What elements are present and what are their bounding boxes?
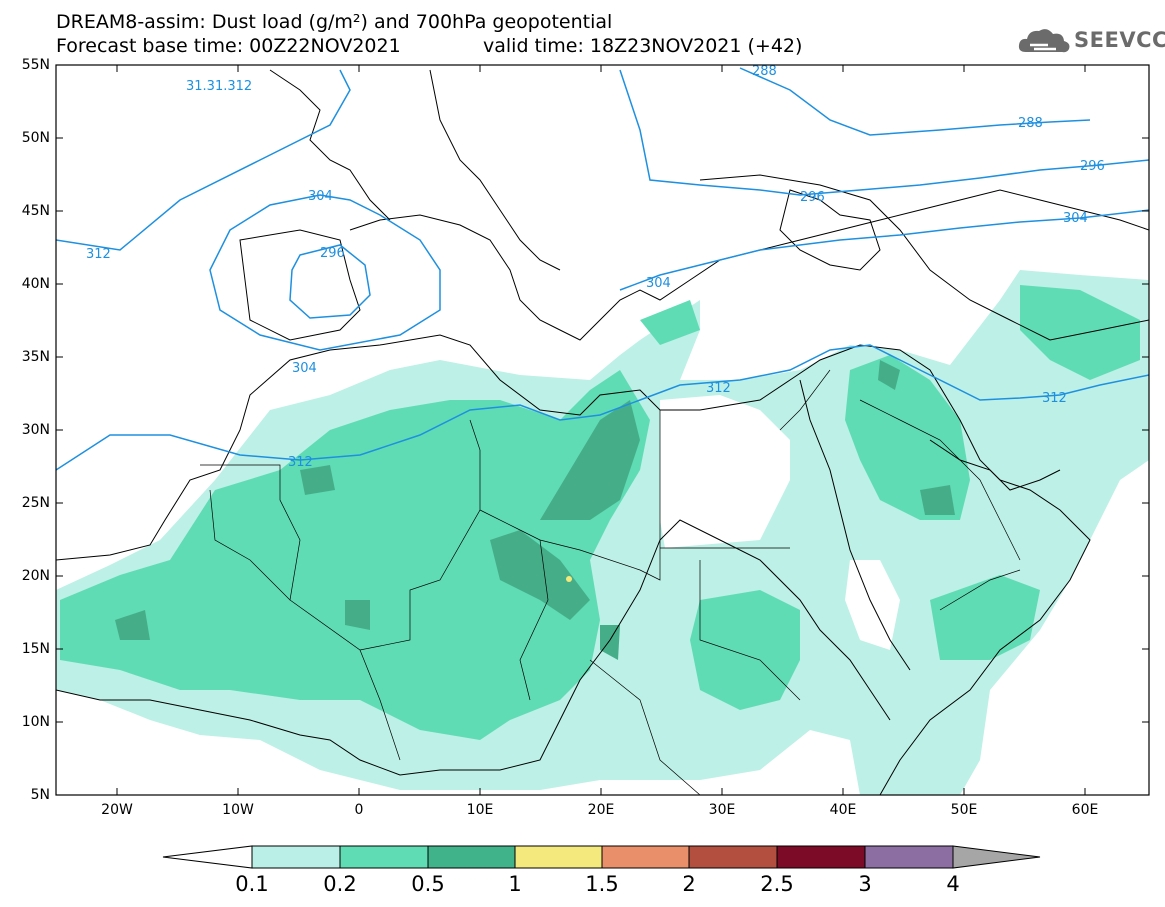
colorbar-label: 3 bbox=[858, 872, 872, 896]
contour-288 bbox=[739, 67, 1091, 136]
contour-label: 31.31.312 bbox=[186, 79, 252, 94]
dust-contour-dark bbox=[345, 600, 370, 630]
coastlines bbox=[56, 69, 1149, 795]
dust-max-point bbox=[566, 576, 572, 582]
lat-label: 15N bbox=[21, 641, 50, 657]
lon-label: 10W bbox=[222, 802, 254, 818]
dust-contour-dark bbox=[490, 530, 590, 620]
colorbar-bin bbox=[688, 845, 778, 869]
contour-label: 296 bbox=[1080, 159, 1105, 174]
colorbar-label: 2.5 bbox=[760, 872, 794, 896]
colorbar-label: 1 bbox=[508, 872, 522, 896]
contour-label: 312 bbox=[706, 381, 731, 396]
dust-contour-mid bbox=[930, 575, 1040, 660]
dust-contour-dark bbox=[920, 485, 955, 515]
forecast-base-time: Forecast base time: 00Z22NOV2021 bbox=[56, 35, 401, 57]
lat-label: 35N bbox=[21, 349, 50, 365]
lon-label: 0 bbox=[354, 802, 364, 818]
dust-field bbox=[56, 270, 1149, 795]
dust-contour-dark bbox=[600, 625, 620, 660]
colorbar-bin bbox=[864, 845, 954, 869]
contour-label: 288 bbox=[752, 64, 777, 79]
contour-304-west bbox=[209, 194, 441, 351]
colorbar-bin bbox=[251, 845, 341, 869]
colorbar-high-arrow bbox=[952, 845, 1041, 869]
colorbar-bin bbox=[339, 845, 429, 869]
contour-label: 288 bbox=[1018, 116, 1043, 131]
seevccc-logo: SEEVCCC bbox=[1018, 26, 1165, 56]
dust-contour-mid bbox=[60, 370, 650, 740]
lat-label: 5N bbox=[30, 787, 50, 803]
lon-label: 10E bbox=[466, 802, 494, 818]
cloud-logo-icon bbox=[1018, 29, 1070, 53]
colorbar-label: 4 bbox=[946, 872, 960, 896]
dust-contour-mid bbox=[1020, 285, 1140, 380]
dust-contour-dark bbox=[878, 360, 900, 390]
colorbar bbox=[162, 845, 1041, 869]
contour-label: 296 bbox=[320, 246, 345, 261]
lat-label: 20N bbox=[21, 568, 50, 584]
lon-label: 20E bbox=[587, 802, 615, 818]
contour-label: 304 bbox=[1063, 211, 1088, 226]
lat-label: 40N bbox=[21, 276, 50, 292]
lon-label: 50E bbox=[950, 802, 978, 818]
contour-304-east bbox=[619, 209, 1149, 291]
geopotential-contours bbox=[56, 67, 1149, 471]
lat-label: 25N bbox=[21, 495, 50, 511]
map-title: DREAM8-assim: Dust load (g/m²) and 700hP… bbox=[56, 11, 613, 33]
colorbar-low-arrow bbox=[162, 845, 253, 869]
dust-contour-dark bbox=[540, 400, 640, 520]
dust-contour-mid bbox=[640, 300, 700, 345]
lat-label: 50N bbox=[21, 130, 50, 146]
colorbar-label: 0.5 bbox=[411, 872, 445, 896]
colorbar-bin bbox=[427, 845, 516, 869]
lat-label: 30N bbox=[21, 422, 50, 438]
dust-contour-dark bbox=[300, 465, 335, 495]
lon-label: 40E bbox=[829, 802, 857, 818]
colorbar-label: 0.1 bbox=[235, 872, 269, 896]
colorbar-label: 0.2 bbox=[323, 872, 357, 896]
dust-clear-area bbox=[660, 395, 790, 548]
contour-label-group: 31.31.312 288 288 296 296 304 304 304 29… bbox=[86, 64, 1105, 470]
contour-296-west bbox=[289, 244, 371, 319]
lat-label: 55N bbox=[21, 57, 50, 73]
lon-label: 20W bbox=[101, 802, 133, 818]
lon-label: 30E bbox=[708, 802, 736, 818]
colorbar-bin bbox=[601, 845, 690, 869]
axis-ticks bbox=[56, 64, 1149, 796]
lat-label: 10N bbox=[21, 714, 50, 730]
contour-label: 296 bbox=[800, 190, 825, 205]
contour-label: 304 bbox=[308, 189, 333, 204]
contour-312-north bbox=[56, 69, 351, 251]
dust-contour-dark bbox=[115, 610, 150, 640]
map-frame bbox=[55, 64, 1150, 796]
lon-label: 60E bbox=[1071, 802, 1099, 818]
logo-text: SEEVCCC bbox=[1074, 28, 1165, 52]
contour-312-south bbox=[56, 344, 1149, 471]
colorbar-label: 2 bbox=[682, 872, 696, 896]
contour-label: 312 bbox=[1042, 391, 1067, 406]
colorbar-bin bbox=[514, 845, 603, 869]
lat-label: 45N bbox=[21, 203, 50, 219]
colorbar-label: 1.5 bbox=[585, 872, 619, 896]
dust-contour-mid bbox=[690, 590, 800, 710]
contour-label: 312 bbox=[86, 247, 111, 262]
colorbar-bin bbox=[776, 845, 866, 869]
contour-label: 304 bbox=[292, 361, 317, 376]
borders bbox=[200, 369, 1021, 795]
dust-contour-mid bbox=[845, 355, 970, 520]
valid-time: valid time: 18Z23NOV2021 (+42) bbox=[483, 35, 803, 57]
contour-296-east bbox=[619, 69, 1149, 196]
contour-label: 312 bbox=[288, 455, 313, 470]
contour-label: 304 bbox=[646, 276, 671, 291]
